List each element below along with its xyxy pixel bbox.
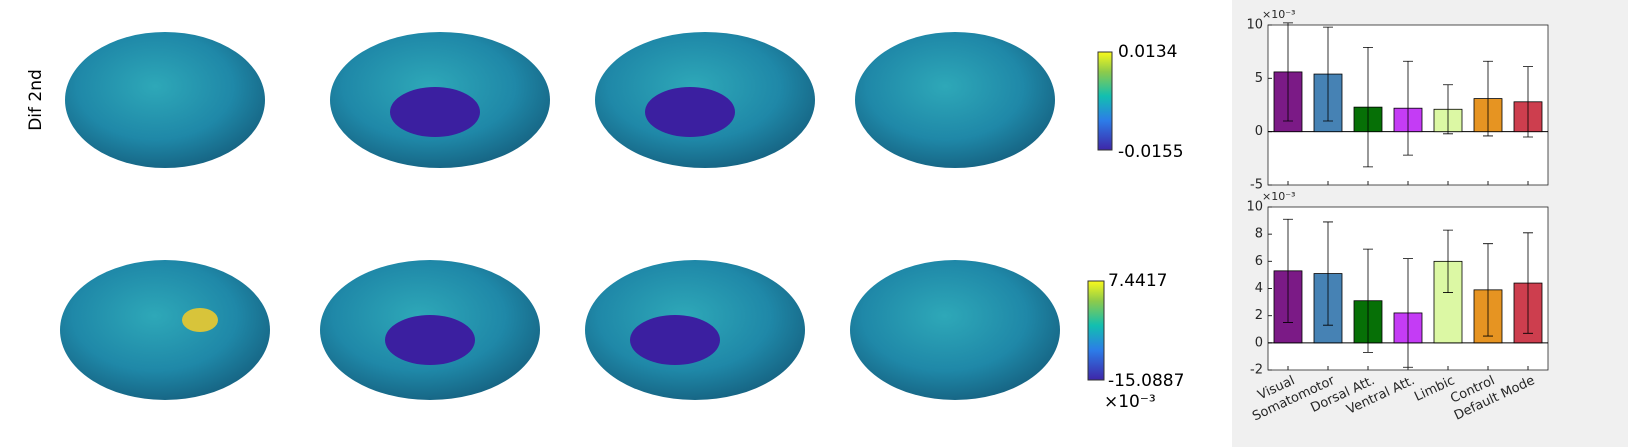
- error-bar: [1363, 248, 1373, 353]
- error-bar: [1483, 243, 1493, 337]
- y-tick-label: 0: [1255, 335, 1263, 350]
- y-tick-label: 2: [1255, 308, 1263, 323]
- axis-exponent: ×10⁻³: [1262, 190, 1295, 203]
- error-bar: [1403, 60, 1413, 156]
- error-bar: [1363, 47, 1373, 168]
- y-tick-label: 6: [1255, 254, 1263, 269]
- row-label: Dif 2nd: [26, 69, 46, 131]
- error-bar: [1283, 22, 1293, 122]
- error-bar: [1483, 60, 1493, 137]
- colorbar-min: -0.0155: [1118, 142, 1184, 162]
- colorbar: [1097, 51, 1113, 151]
- colorbar-max: 7.4417: [1108, 271, 1167, 291]
- error-bar: [1523, 66, 1533, 138]
- axis-exponent: ×10⁻³: [1262, 8, 1295, 21]
- y-tick-label: -5: [1250, 178, 1263, 193]
- y-tick-label: 4: [1255, 281, 1263, 296]
- y-tick-label: 5: [1255, 71, 1263, 86]
- colorbar-max: 0.0134: [1118, 42, 1177, 62]
- y-tick-label: 0: [1255, 124, 1263, 139]
- y-tick-label: 8: [1255, 227, 1263, 242]
- error-bar: [1523, 232, 1533, 334]
- brains: [60, 32, 1060, 400]
- colorbar-exponent: ×10⁻³: [1104, 392, 1156, 412]
- error-bar: [1323, 221, 1333, 326]
- error-bar: [1443, 84, 1453, 135]
- error-bar: [1443, 229, 1453, 293]
- y-tick-label: -2: [1250, 363, 1263, 378]
- y-tick-label: 10: [1246, 18, 1263, 33]
- colorbar: [1087, 280, 1105, 381]
- colorbar-min: -15.0887: [1108, 371, 1184, 391]
- error-bar: [1323, 26, 1333, 122]
- y-tick-label: 10: [1246, 200, 1263, 215]
- error-bar: [1283, 218, 1293, 323]
